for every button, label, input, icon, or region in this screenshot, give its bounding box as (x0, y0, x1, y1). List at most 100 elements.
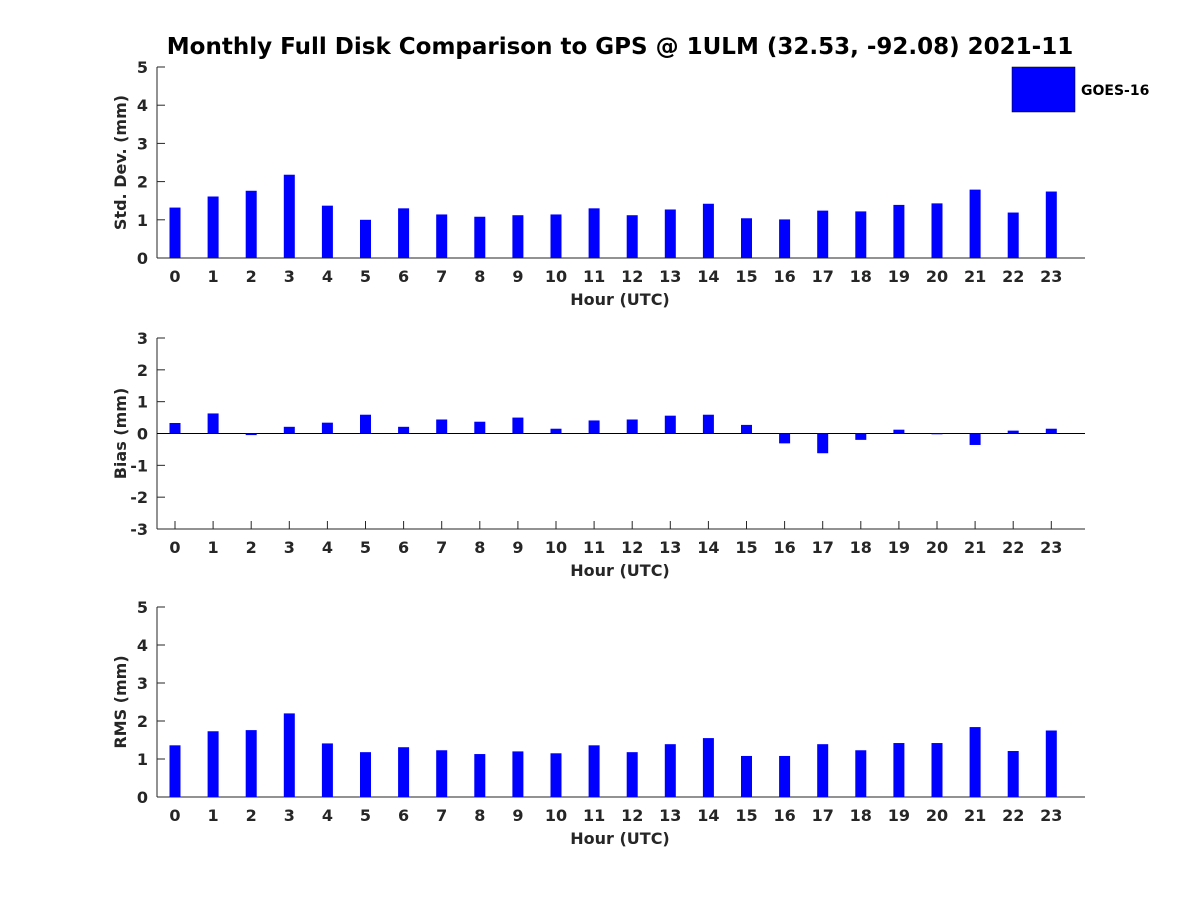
bias-x-tick-label: 10 (545, 538, 567, 557)
std-dev-x-tick-label: 21 (964, 267, 986, 286)
rms-bar (702, 738, 714, 797)
rms-bar (664, 744, 676, 797)
bias-y-tick-label: -3 (130, 520, 148, 539)
std-dev-x-tick-label: 17 (812, 267, 834, 286)
std-dev-bar (512, 215, 524, 258)
rms-bar (855, 750, 867, 797)
std-dev-bar (931, 203, 943, 258)
bias-bar (283, 426, 295, 434)
bias-bar (779, 433, 791, 444)
rms-y-tick-label: 0 (137, 788, 148, 807)
bias-bar (321, 422, 333, 434)
std-dev-y-tick-label: 1 (137, 211, 148, 230)
std-dev-x-tick-label: 16 (773, 267, 795, 286)
bias-x-tick-label: 13 (659, 538, 681, 557)
rms-x-tick-label: 1 (208, 806, 219, 825)
bias-x-tick-label: 2 (246, 538, 257, 557)
rms-bar (626, 752, 638, 797)
std-dev-bar (207, 196, 219, 258)
rms-x-tick-label: 10 (545, 806, 567, 825)
bias-bar (245, 433, 257, 436)
std-dev-x-tick-label: 13 (659, 267, 681, 286)
std-dev-x-tick-label: 0 (169, 267, 180, 286)
rms-x-tick-label: 13 (659, 806, 681, 825)
bias-x-tick-label: 21 (964, 538, 986, 557)
bias-y-axis-label: Bias (mm) (111, 388, 130, 480)
std-dev-x-tick-label: 5 (360, 267, 371, 286)
bias-x-tick-label: 14 (697, 538, 719, 557)
bias-bar (512, 417, 524, 434)
std-dev-bar (741, 218, 752, 258)
bias-bar (436, 419, 448, 434)
rms-bar (969, 727, 981, 797)
std-dev-x-tick-label: 3 (284, 267, 295, 286)
bias-bar (550, 428, 562, 434)
std-dev-bar (169, 207, 181, 258)
rms-bar (398, 747, 410, 797)
rms-bar (245, 730, 257, 797)
std-dev-x-tick-label: 8 (474, 267, 485, 286)
bias-bar (817, 433, 829, 454)
bias-y-tick-label: 3 (137, 329, 148, 348)
bias-x-tick-label: 17 (812, 538, 834, 557)
bias-x-tick-label: 8 (474, 538, 485, 557)
rms-bar (931, 743, 943, 797)
bias-y-tick-label: -1 (130, 456, 148, 475)
std-dev-x-tick-label: 11 (583, 267, 605, 286)
bias-x-tick-label: 6 (398, 538, 409, 557)
rms-y-tick-label: 3 (137, 674, 148, 693)
bias-x-tick-label: 4 (322, 538, 333, 557)
legend-swatch (1011, 66, 1076, 113)
std-dev-x-tick-label: 6 (398, 267, 409, 286)
std-dev-bar (550, 214, 562, 258)
std-dev-bar (702, 203, 714, 258)
std-dev-bar (588, 208, 600, 258)
std-dev-x-tick-label: 20 (926, 267, 948, 286)
rms-bar (741, 755, 752, 797)
bias-x-axis-label: Hour (UTC) (570, 561, 670, 580)
std-dev-bar (321, 205, 333, 258)
std-dev-x-tick-label: 9 (512, 267, 523, 286)
std-dev-x-tick-label: 7 (436, 267, 447, 286)
bias-x-tick-label: 23 (1040, 538, 1062, 557)
std-dev-x-tick-label: 14 (697, 267, 719, 286)
bias-x-tick-label: 5 (360, 538, 371, 557)
rms-bar (1045, 730, 1057, 797)
rms-x-tick-label: 9 (512, 806, 523, 825)
rms-x-tick-label: 3 (284, 806, 295, 825)
rms-bar (1007, 751, 1019, 797)
rms-bar (360, 752, 371, 797)
rms-x-tick-label: 21 (964, 806, 986, 825)
bias-x-tick-label: 11 (583, 538, 605, 557)
std-dev-x-tick-label: 10 (545, 267, 567, 286)
std-dev-y-tick-label: 3 (137, 134, 148, 153)
std-dev-bar (969, 189, 981, 258)
bias-bar (1007, 430, 1019, 434)
bias-y-tick-label: 1 (137, 393, 148, 412)
std-dev-bar (779, 219, 791, 258)
rms-x-tick-label: 5 (360, 806, 371, 825)
bias-bar (207, 413, 219, 434)
rms-x-tick-label: 22 (1002, 806, 1024, 825)
rms-x-tick-label: 2 (246, 806, 257, 825)
bias-bar (169, 422, 181, 434)
std-dev-x-tick-label: 19 (888, 267, 910, 286)
bias-bar (969, 433, 981, 445)
bias-bar (741, 424, 752, 434)
rms-x-tick-label: 18 (850, 806, 872, 825)
bias-bar (855, 433, 867, 440)
rms-y-tick-label: 1 (137, 750, 148, 769)
bias-x-tick-label: 16 (773, 538, 795, 557)
bias-y-tick-label: 2 (137, 361, 148, 380)
bias-x-tick-label: 22 (1002, 538, 1024, 557)
bias-x-tick-label: 1 (208, 538, 219, 557)
bias-x-tick-label: 7 (436, 538, 447, 557)
std-dev-x-tick-label: 1 (208, 267, 219, 286)
rms-bar (321, 743, 333, 797)
rms-x-tick-label: 23 (1040, 806, 1062, 825)
rms-bar (893, 743, 905, 797)
